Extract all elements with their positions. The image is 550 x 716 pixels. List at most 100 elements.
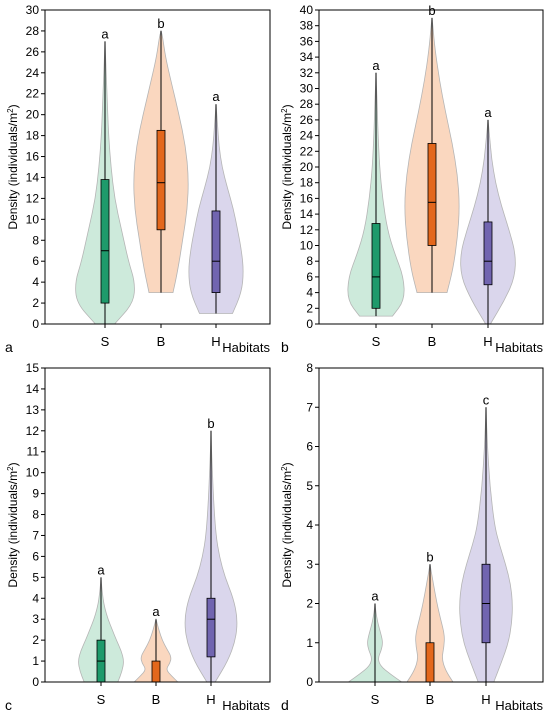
x-tick-label: B [152,692,161,707]
y-tick-label: 4 [306,518,313,532]
y-tick-label: 18 [300,176,314,190]
y-tick-label: 4 [32,275,39,289]
x-tick-label: S [97,692,106,707]
violin-h: a [460,105,516,325]
x-axis-title: Habitats [495,340,543,355]
y-tick-label: 3 [32,612,39,626]
y-tick-label: 2 [32,633,39,647]
iqr-box [211,210,221,294]
y-axis-title: Density (individuals/m2) [280,462,294,587]
y-tick-label: 7 [32,528,39,542]
y-tick-label: 13 [26,403,40,417]
y-tick-label: 6 [32,549,39,563]
y-tick-label: 0 [306,675,313,689]
violin-h: c [459,392,513,683]
y-tick-label: 38 [300,19,314,33]
y-tick-label: 16 [300,191,314,205]
y-tick-label: 0 [32,675,39,689]
x-tick-label: S [371,692,380,707]
y-tick-label: 28 [26,24,40,38]
y-tick-label: 4 [32,591,39,605]
x-axis-title: Habitats [222,340,270,355]
y-tick-label: 40 [300,3,314,17]
y-tick-label: 2 [32,296,39,310]
y-tick-label: 20 [26,108,40,122]
y-tick-label: 15 [26,361,40,375]
violin-b: b [404,3,460,293]
iqr-box [483,221,493,286]
y-tick-label: 0 [32,317,39,331]
y-tick-label: 36 [300,34,314,48]
y-tick-label: 26 [300,113,314,127]
y-tick-label: 24 [26,66,40,80]
significance-letter: a [101,26,109,41]
violin-h: a [188,89,244,314]
x-tick-label: S [101,334,110,349]
y-tick-label: 20 [300,160,314,174]
y-tick-label: 1 [306,636,313,650]
y-tick-label: 0 [306,317,313,331]
x-tick-label: B [157,334,166,349]
significance-letter: a [372,58,380,73]
y-tick-label: 10 [26,466,40,480]
violin-h: b [184,416,238,683]
y-tick-label: 5 [306,479,313,493]
y-tick-label: 8 [32,508,39,522]
y-tick-label: 2 [306,597,313,611]
panel-label: b [281,339,289,355]
y-tick-label: 18 [26,129,40,143]
y-tick-label: 4 [306,286,313,300]
significance-letter: c [483,392,490,407]
y-tick-label: 11 [27,445,40,459]
violin-b: a [133,604,179,683]
significance-letter: b [426,549,433,564]
iqr-box [100,179,110,304]
x-axis-title: Habitats [495,698,543,713]
y-axis-title: Density (individuals/m2) [6,104,20,229]
y-tick-label: 14 [26,170,40,184]
panel-label: c [5,697,12,713]
y-tick-label: 10 [300,239,314,253]
y-tick-label: 10 [26,212,40,226]
x-tick-label: H [206,692,215,707]
y-tick-label: 12 [26,424,40,438]
y-tick-label: 9 [32,487,39,501]
y-tick-label: 6 [306,440,313,454]
y-tick-label: 1 [32,654,39,668]
iqr-box [427,143,437,246]
violin-s: a [75,26,135,325]
panel-label: d [281,697,289,713]
iqr-box [151,660,161,683]
y-tick-label: 14 [26,382,40,396]
y-tick-label: 34 [300,50,314,64]
y-tick-label: 32 [300,66,314,80]
x-tick-label: B [428,334,437,349]
x-tick-label: H [481,692,490,707]
significance-letter: a [97,562,105,577]
violin-b: b [133,16,189,293]
plot-frame [44,367,271,683]
panel-b: aba0246810121416182022242628303234363840… [280,3,544,355]
iqr-box [371,223,381,309]
y-tick-label: 30 [26,3,40,17]
y-tick-label: 8 [32,233,39,247]
significance-letter: b [207,416,214,431]
y-tick-label: 12 [300,223,314,237]
iqr-box [425,642,435,683]
y-tick-label: 3 [306,557,313,571]
significance-letter: b [157,16,164,31]
y-tick-label: 26 [26,45,40,59]
violin-s: a [347,589,403,683]
panel-d: a b c 0 1 2 3 4 5 6 7 8 S B H Habitats Density (individu… [280,361,544,713]
y-tick-label: 24 [300,129,314,143]
significance-letter: a [484,105,492,120]
y-tick-label: 30 [300,82,314,96]
y-tick-label: 7 [306,400,313,414]
y-tick-label: 5 [32,570,39,584]
y-tick-label: 6 [306,270,313,284]
x-tick-label: B [426,692,435,707]
y-tick-label: 12 [26,191,40,205]
